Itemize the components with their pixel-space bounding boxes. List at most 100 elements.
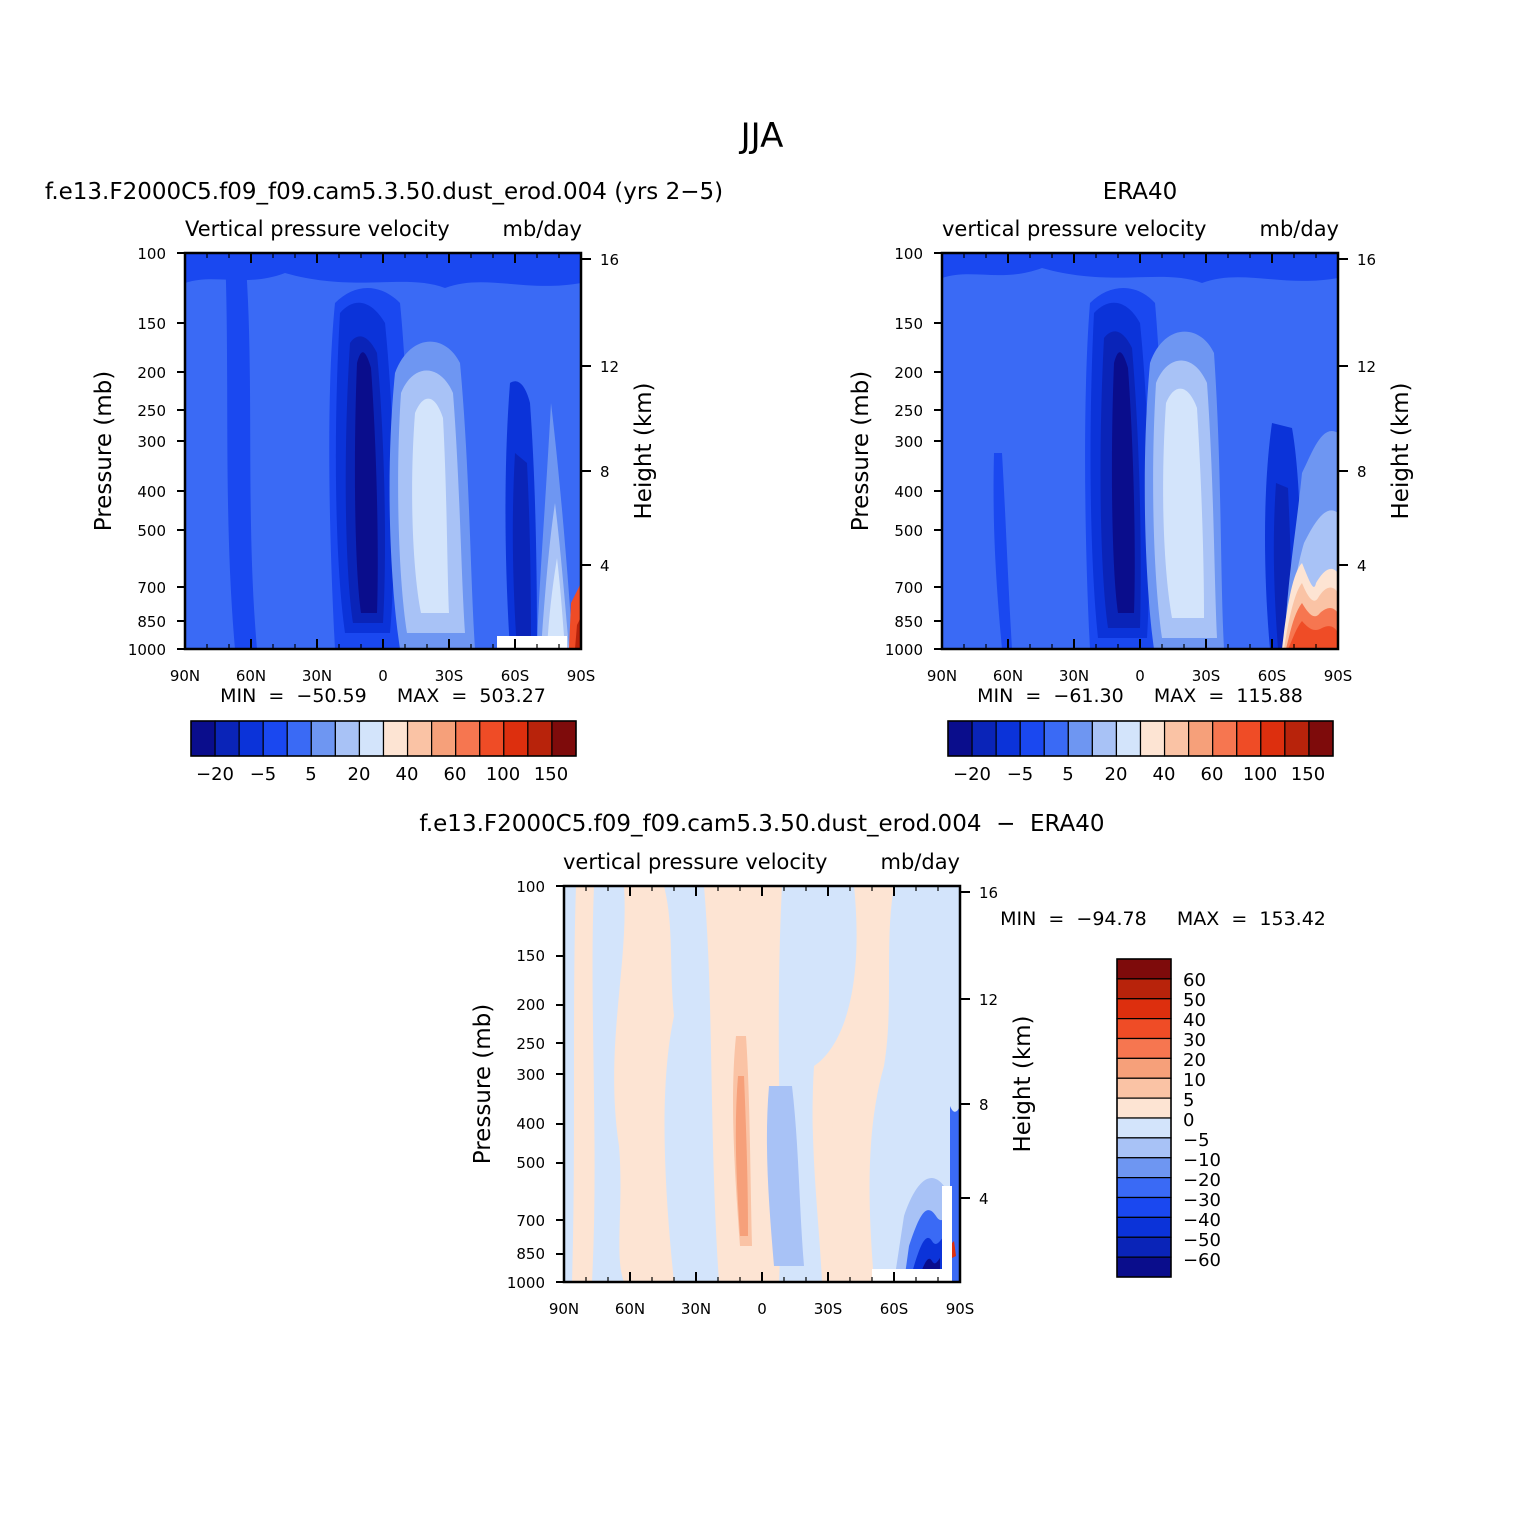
colorbar-swatch bbox=[1163, 720, 1190, 757]
panel-title: f.e13.F2000C5.f09_f09.cam5.3.50.dust_ero… bbox=[45, 179, 723, 205]
x-tick-label: 60N bbox=[236, 667, 266, 685]
y-tick-label: 100 bbox=[894, 245, 923, 263]
y-axis-right: 16 12 8 4 bbox=[600, 251, 619, 575]
colorbar-label: −30 bbox=[1183, 1190, 1221, 1211]
x-tick-label: 60S bbox=[1258, 667, 1287, 685]
tick-marks bbox=[177, 252, 591, 650]
colorbar-label: −40 bbox=[1183, 1210, 1221, 1231]
x-tick-label: 90S bbox=[1324, 667, 1353, 685]
colorbar: 60 50 40 30 20 10 5 0 −5 −10 −20 −30 −40… bbox=[1116, 958, 1221, 1278]
y-axis-label-right: Height (km) bbox=[1388, 382, 1414, 519]
y-right-tick-label: 12 bbox=[979, 991, 998, 1009]
y-axis-label: Pressure (mb) bbox=[91, 371, 117, 531]
y-tick-label: 850 bbox=[137, 613, 166, 631]
y-tick-label: 100 bbox=[516, 878, 545, 896]
colorbar-swatch bbox=[382, 720, 409, 757]
colorbar-swatch bbox=[1116, 1137, 1172, 1159]
subtitle-left: Vertical pressure velocity bbox=[185, 217, 450, 241]
min-max-label: MIN = −61.30 MAX = 115.88 bbox=[977, 685, 1303, 707]
y-tick-label: 400 bbox=[516, 1115, 545, 1133]
colorbar-label: 30 bbox=[1183, 1030, 1206, 1051]
y-tick-label: 850 bbox=[516, 1245, 545, 1263]
y-right-tick-label: 12 bbox=[600, 358, 619, 376]
colorbar-swatch bbox=[1116, 1196, 1172, 1218]
colorbar-swatch bbox=[1091, 720, 1118, 757]
y-tick-label: 700 bbox=[894, 579, 923, 597]
colorbar-swatch bbox=[551, 720, 577, 757]
colorbar-swatch bbox=[1116, 1097, 1172, 1119]
colorbar-label: 150 bbox=[1291, 764, 1325, 785]
colorbar-swatch bbox=[358, 720, 385, 757]
y-axis-right: 16 12 8 4 bbox=[1357, 251, 1376, 575]
y-right-tick-label: 4 bbox=[979, 1190, 989, 1208]
colorbar-swatch bbox=[947, 720, 973, 757]
colorbar-swatch bbox=[1116, 1057, 1172, 1079]
y-tick-label: 700 bbox=[137, 579, 166, 597]
colorbar-label: −20 bbox=[196, 764, 234, 785]
colorbar-swatch bbox=[1115, 720, 1142, 757]
x-tick-label: 30N bbox=[1059, 667, 1089, 685]
y-tick-label: 250 bbox=[894, 402, 923, 420]
y-tick-label: 400 bbox=[894, 483, 923, 501]
y-tick-label: 200 bbox=[894, 364, 923, 382]
colorbar-swatch bbox=[455, 720, 481, 757]
colorbar-label: −5 bbox=[250, 764, 277, 785]
colorbar-swatch bbox=[1116, 1077, 1172, 1099]
y-axis-label-right: Height (km) bbox=[631, 382, 657, 519]
colorbar-label: −20 bbox=[1183, 1170, 1221, 1191]
x-tick-label: 90N bbox=[549, 1300, 579, 1318]
y-tick-label: 100 bbox=[137, 245, 166, 263]
colorbar-label: 60 bbox=[1201, 764, 1224, 785]
colorbar-swatch bbox=[334, 720, 361, 757]
y-tick-label: 500 bbox=[516, 1154, 545, 1172]
y-tick-label: 700 bbox=[516, 1212, 545, 1230]
contour-field bbox=[564, 886, 960, 1282]
panel-title: ERA40 bbox=[1103, 179, 1178, 205]
colorbar-swatch bbox=[1188, 720, 1214, 757]
x-tick-label: 60N bbox=[615, 1300, 645, 1318]
y-right-tick-label: 16 bbox=[979, 884, 998, 902]
y-axis-label: Pressure (mb) bbox=[470, 1004, 496, 1164]
y-axis: 100 150 200 250 300 400 500 700 850 1000 bbox=[128, 245, 166, 659]
colorbar-label: −10 bbox=[1183, 1150, 1221, 1171]
y-axis: 100 150 200 250 300 400 500 700 850 1000 bbox=[885, 245, 923, 659]
subtitle-right: mb/day bbox=[503, 217, 583, 241]
colorbar-swatch bbox=[1212, 720, 1238, 757]
colorbar-swatch bbox=[1116, 1256, 1172, 1278]
panel-difference: f.e13.F2000C5.f09_f09.cam5.3.50.dust_ero… bbox=[419, 811, 1325, 1318]
x-axis: 90N 60N 30N 0 30S 60S 90S bbox=[927, 667, 1352, 685]
colorbar-swatch bbox=[503, 720, 529, 757]
y-tick-label: 1000 bbox=[885, 641, 923, 659]
y-right-tick-label: 8 bbox=[1357, 463, 1367, 481]
contour-field bbox=[185, 253, 581, 649]
x-axis: 90N 60N 30N 0 30S 60S 90S bbox=[170, 667, 595, 685]
colorbar-swatch bbox=[431, 720, 457, 757]
colorbar-swatch bbox=[1019, 720, 1045, 757]
colorbar-swatch bbox=[971, 720, 997, 757]
colorbar-label: 40 bbox=[1153, 764, 1176, 785]
y-right-tick-label: 4 bbox=[1357, 557, 1367, 575]
colorbar-label: 10 bbox=[1183, 1070, 1206, 1091]
x-tick-label: 30N bbox=[681, 1300, 711, 1318]
colorbar-label: 60 bbox=[444, 764, 467, 785]
y-axis-right: 16 12 8 4 bbox=[979, 884, 998, 1208]
x-tick-label: 90S bbox=[567, 667, 596, 685]
colorbar-label: −50 bbox=[1183, 1230, 1221, 1251]
tick-marks bbox=[934, 252, 1348, 650]
colorbar-swatch bbox=[262, 720, 288, 757]
x-tick-label: 30N bbox=[302, 667, 332, 685]
x-tick-label: 0 bbox=[378, 667, 388, 685]
min-max-label: MIN = −50.59 MAX = 503.27 bbox=[220, 685, 546, 707]
y-tick-label: 300 bbox=[894, 433, 923, 451]
y-tick-label: 300 bbox=[137, 433, 166, 451]
colorbar-label: 20 bbox=[348, 764, 371, 785]
colorbar-swatch bbox=[1284, 720, 1310, 757]
colorbar-label: 5 bbox=[1062, 764, 1073, 785]
colorbar-label: 5 bbox=[305, 764, 316, 785]
colorbar-swatch bbox=[1043, 720, 1069, 757]
panel-title: f.e13.F2000C5.f09_f09.cam5.3.50.dust_ero… bbox=[419, 811, 1104, 837]
colorbar-label: 40 bbox=[1183, 1010, 1206, 1031]
y-right-tick-label: 16 bbox=[1357, 251, 1376, 269]
y-tick-label: 300 bbox=[516, 1066, 545, 1084]
